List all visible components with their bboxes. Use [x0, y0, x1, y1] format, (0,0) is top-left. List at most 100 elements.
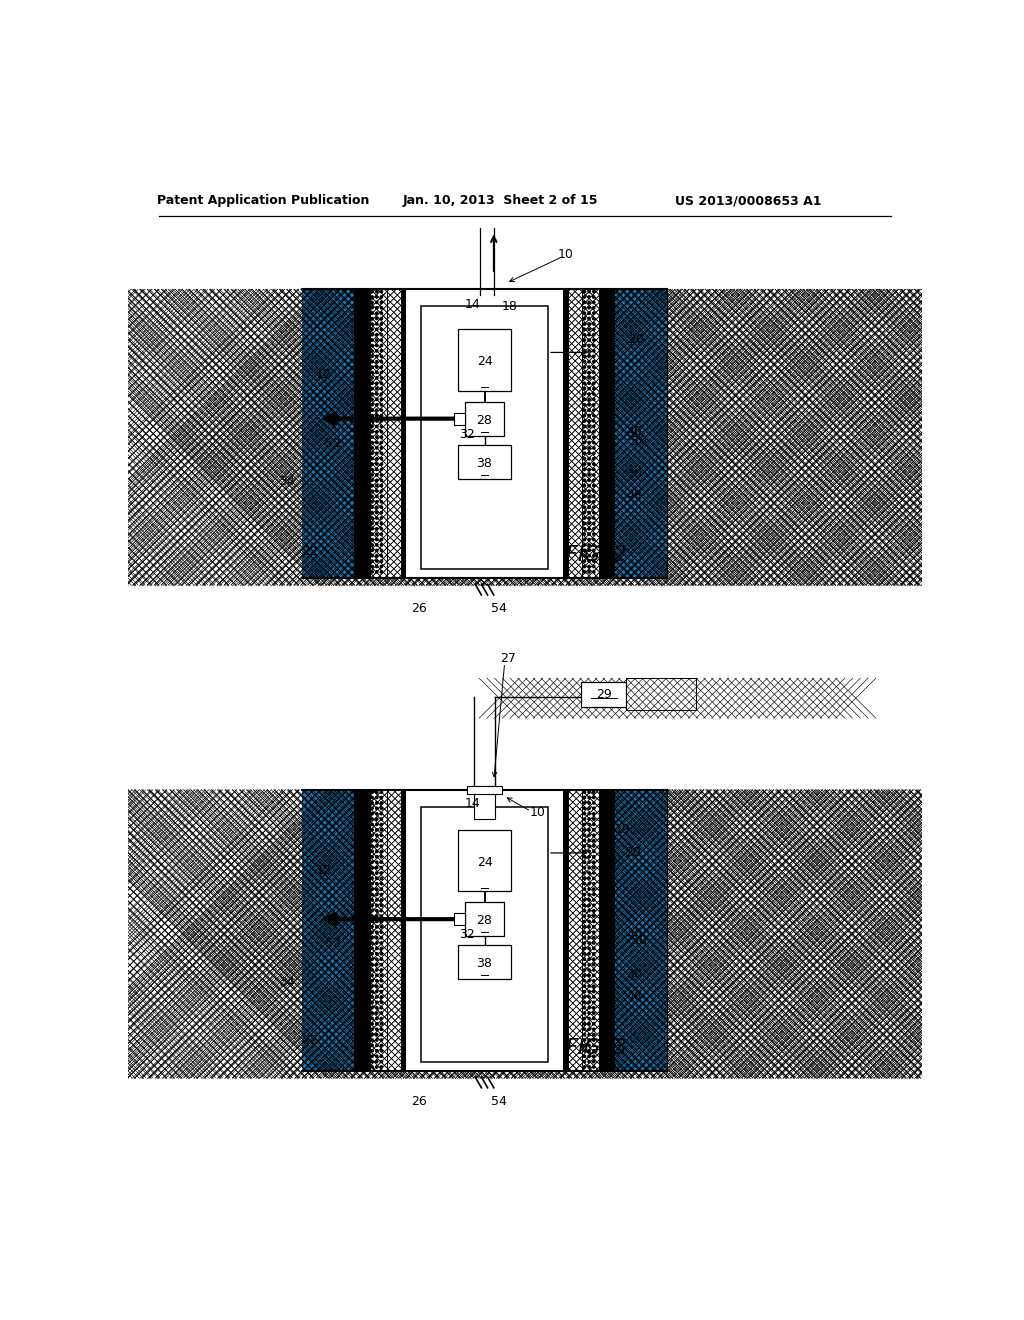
- Circle shape: [371, 306, 374, 309]
- Circle shape: [376, 829, 378, 832]
- Circle shape: [376, 942, 378, 944]
- Circle shape: [380, 296, 383, 298]
- Circle shape: [376, 565, 378, 568]
- Circle shape: [584, 290, 586, 293]
- Circle shape: [584, 446, 586, 449]
- Circle shape: [371, 570, 374, 573]
- Circle shape: [376, 948, 378, 949]
- Circle shape: [371, 796, 374, 799]
- Circle shape: [593, 453, 595, 454]
- Circle shape: [380, 866, 383, 869]
- Circle shape: [584, 1060, 586, 1063]
- Bar: [400, 289, 407, 578]
- Circle shape: [380, 1018, 383, 1019]
- Circle shape: [371, 861, 374, 863]
- Text: 28: 28: [476, 915, 493, 927]
- Circle shape: [376, 296, 378, 298]
- Circle shape: [593, 818, 595, 820]
- Circle shape: [380, 878, 383, 879]
- Circle shape: [376, 458, 378, 459]
- Circle shape: [380, 436, 383, 438]
- Circle shape: [376, 1039, 378, 1041]
- Circle shape: [380, 301, 383, 304]
- Circle shape: [371, 834, 374, 837]
- Circle shape: [584, 948, 586, 949]
- Circle shape: [371, 345, 374, 347]
- Circle shape: [376, 371, 378, 374]
- Circle shape: [588, 296, 590, 298]
- Circle shape: [593, 920, 595, 923]
- Circle shape: [593, 1034, 595, 1036]
- Bar: [458, 830, 511, 891]
- Circle shape: [380, 323, 383, 325]
- Text: 54: 54: [490, 1096, 507, 1109]
- Text: 26: 26: [411, 1096, 427, 1109]
- Circle shape: [376, 544, 378, 546]
- Circle shape: [371, 376, 374, 379]
- Circle shape: [588, 878, 590, 879]
- Circle shape: [588, 317, 590, 319]
- Circle shape: [593, 964, 595, 966]
- Circle shape: [380, 345, 383, 347]
- Circle shape: [380, 990, 383, 993]
- Circle shape: [584, 888, 586, 890]
- Circle shape: [380, 840, 383, 842]
- Circle shape: [380, 909, 383, 912]
- Text: 28: 28: [476, 413, 493, 426]
- Circle shape: [584, 834, 586, 837]
- Circle shape: [380, 883, 383, 884]
- Circle shape: [588, 979, 590, 982]
- Circle shape: [376, 883, 378, 884]
- Circle shape: [588, 446, 590, 449]
- Circle shape: [376, 915, 378, 917]
- Circle shape: [371, 958, 374, 961]
- Circle shape: [584, 312, 586, 314]
- Circle shape: [376, 484, 378, 487]
- Circle shape: [380, 409, 383, 412]
- Circle shape: [588, 329, 590, 330]
- Bar: [458, 945, 511, 979]
- Circle shape: [380, 490, 383, 492]
- Circle shape: [588, 539, 590, 541]
- Circle shape: [371, 840, 374, 842]
- Text: 34: 34: [279, 975, 295, 989]
- Text: 52: 52: [326, 937, 341, 950]
- Circle shape: [376, 899, 378, 902]
- Circle shape: [371, 1055, 374, 1057]
- Circle shape: [376, 345, 378, 347]
- Circle shape: [593, 936, 595, 939]
- Circle shape: [371, 544, 374, 546]
- Circle shape: [371, 539, 374, 541]
- Circle shape: [593, 479, 595, 482]
- Circle shape: [588, 791, 590, 793]
- Circle shape: [371, 1028, 374, 1031]
- Text: 20: 20: [628, 333, 643, 346]
- Circle shape: [588, 883, 590, 884]
- Circle shape: [588, 484, 590, 487]
- Circle shape: [584, 517, 586, 519]
- Circle shape: [588, 376, 590, 379]
- Circle shape: [588, 479, 590, 482]
- Text: 18: 18: [502, 300, 517, 313]
- Circle shape: [584, 840, 586, 842]
- Circle shape: [588, 570, 590, 573]
- Circle shape: [584, 430, 586, 433]
- Circle shape: [376, 871, 378, 874]
- Circle shape: [588, 894, 590, 896]
- Circle shape: [584, 511, 586, 513]
- Bar: [458, 330, 511, 391]
- Circle shape: [376, 878, 378, 879]
- Circle shape: [376, 554, 378, 557]
- Circle shape: [584, 1055, 586, 1057]
- Circle shape: [588, 925, 590, 928]
- Circle shape: [588, 463, 590, 465]
- Circle shape: [593, 360, 595, 363]
- Circle shape: [588, 958, 590, 961]
- Circle shape: [380, 871, 383, 874]
- Circle shape: [371, 824, 374, 825]
- Circle shape: [584, 1007, 586, 1008]
- Circle shape: [376, 845, 378, 847]
- Circle shape: [584, 506, 586, 508]
- Circle shape: [380, 339, 383, 342]
- Circle shape: [593, 345, 595, 347]
